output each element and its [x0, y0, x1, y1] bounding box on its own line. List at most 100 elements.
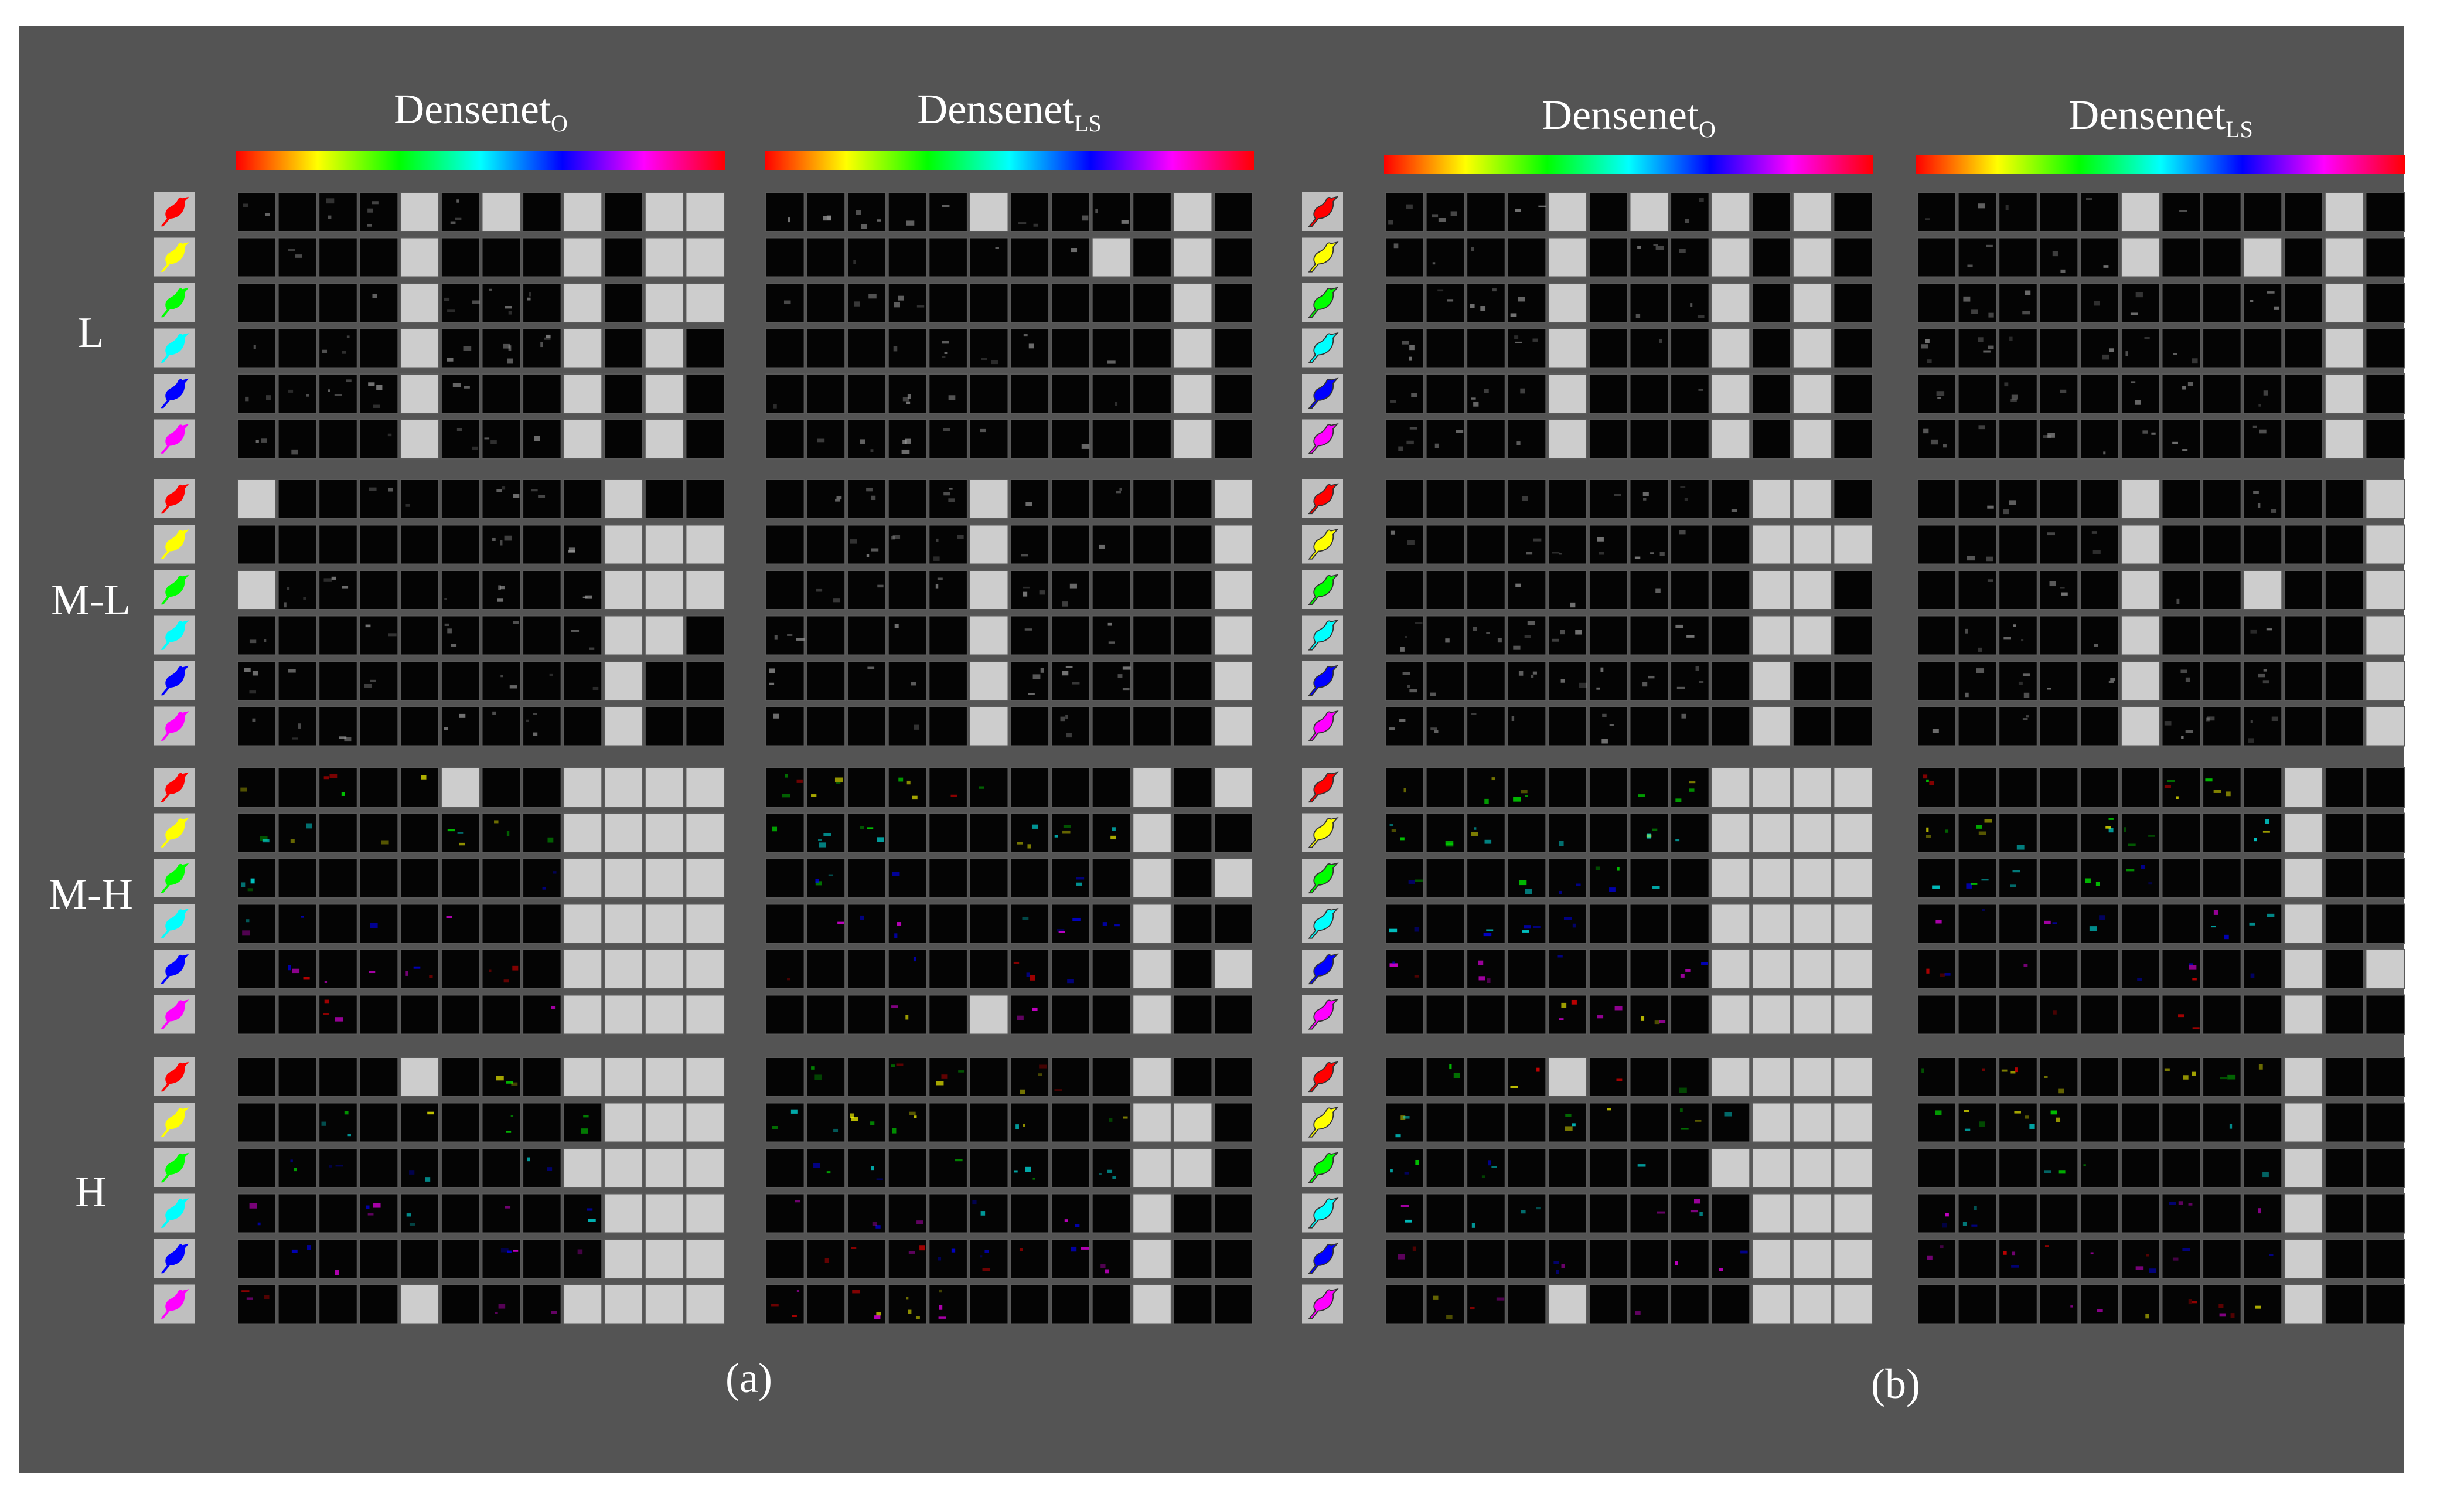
feature-cell: [277, 328, 318, 369]
class-icon-6: [154, 706, 195, 746]
saturated-cell: [685, 1239, 725, 1279]
feature-cell: [604, 328, 643, 369]
feature-cell: [2161, 661, 2201, 701]
feature-cell: [1091, 767, 1132, 808]
feature-cell: [2243, 812, 2283, 853]
activation-spot: [913, 957, 916, 962]
feature-cell: [1670, 570, 1710, 610]
feature-cell: [1466, 706, 1506, 747]
saturated-cell: [563, 192, 603, 232]
activation-spot: [2227, 1074, 2236, 1080]
activation-spot: [1026, 972, 1030, 977]
feature-cell: [887, 812, 928, 853]
activation-spot: [498, 1304, 506, 1309]
feature-cell: [2243, 615, 2283, 656]
feature-cell: [1917, 1102, 1957, 1143]
saturated-cell: [1214, 570, 1254, 610]
activation-spot: [1617, 867, 1620, 871]
activation-spot: [1967, 556, 1975, 561]
activation-spot: [1038, 1073, 1042, 1076]
class-icon-5: [1302, 374, 1343, 413]
activation-spot: [489, 969, 492, 972]
activation-spot: [1069, 583, 1077, 589]
activation-spot: [2206, 717, 2210, 722]
feature-cell: [2202, 1239, 2242, 1279]
activation-spot: [1935, 1110, 1942, 1115]
feature-cell: [1173, 479, 1213, 519]
feature-cell: [1425, 524, 1466, 565]
feature-cell: [2243, 994, 2283, 1035]
activation-spot: [1510, 313, 1517, 317]
activation-spot: [324, 981, 328, 984]
feature-cell: [2039, 570, 2079, 610]
class-icon-5: [1302, 661, 1343, 700]
feature-cell: [1710, 1239, 1751, 1279]
activation-spot: [1560, 630, 1565, 635]
activation-spot: [246, 919, 250, 923]
activation-spot: [2250, 720, 2253, 723]
feature-cell: [1173, 812, 1213, 853]
feature-cell: [2039, 661, 2079, 701]
feature-cell: [765, 949, 805, 989]
feature-cell: [2202, 994, 2242, 1035]
activation-spot: [1107, 360, 1116, 364]
saturated-cell: [685, 192, 725, 232]
feature-cell: [887, 615, 928, 656]
activation-spot: [1395, 1134, 1401, 1138]
feature-cell: [1466, 237, 1506, 278]
feature-cell: [1957, 706, 1998, 747]
feature-cell: [1917, 903, 1957, 944]
activation-spot: [1406, 204, 1413, 209]
feature-cell: [2080, 283, 2119, 323]
feature-cell: [1710, 661, 1751, 701]
activation-spot: [334, 394, 342, 396]
activation-spot: [1032, 674, 1041, 679]
feature-cell: [806, 767, 846, 808]
feature-cell: [2120, 858, 2160, 899]
activation-spot: [860, 439, 865, 444]
feature-cell: [277, 661, 318, 701]
feature-cell: [1998, 706, 2038, 747]
feature-cell: [847, 373, 887, 414]
saturated-cell: [1132, 1148, 1172, 1188]
activation-spot: [1515, 209, 1521, 212]
saturated-cell: [563, 858, 603, 899]
activation-spot: [264, 1295, 270, 1300]
activation-spot: [324, 999, 329, 1004]
saturated-cell: [563, 949, 603, 989]
feature-cell: [2284, 419, 2323, 460]
feature-cell: [887, 903, 928, 944]
feature-cell: [1466, 1284, 1506, 1325]
feature-cell: [1998, 994, 2038, 1035]
activation-spot: [1062, 830, 1071, 834]
feature-cell: [2365, 1193, 2405, 1234]
feature-cell: [2243, 706, 2283, 747]
activation-spot: [1637, 1164, 1646, 1167]
activation-spot: [939, 1304, 943, 1310]
feature-cell: [1385, 812, 1424, 853]
class-icon-5: [154, 950, 195, 988]
feature-cell: [2284, 570, 2323, 610]
saturated-cell: [1792, 949, 1832, 989]
activation-spot: [796, 779, 803, 783]
feature-cell: [1051, 1239, 1090, 1279]
class-icon-4: [1302, 615, 1343, 655]
feature-cell: [1670, 1102, 1710, 1143]
feature-cell: [1670, 858, 1710, 899]
feature-cell: [440, 237, 480, 278]
saturated-cell: [969, 479, 1009, 519]
saturated-cell: [644, 570, 684, 610]
saturated-cell: [685, 1193, 725, 1234]
activation-spot: [1614, 1006, 1623, 1011]
activation-spot: [2267, 291, 2275, 294]
class-icon-6: [1302, 1284, 1343, 1324]
activation-spot: [2178, 1014, 2184, 1018]
activation-spot: [1409, 427, 1417, 430]
feature-cell: [1957, 858, 1998, 899]
saturated-cell: [1548, 419, 1587, 460]
feature-cell: [1425, 419, 1466, 460]
saturated-cell: [563, 812, 603, 853]
feature-cell: [1091, 570, 1132, 610]
feature-cell: [2161, 767, 2201, 808]
feature-cell: [1548, 479, 1587, 519]
